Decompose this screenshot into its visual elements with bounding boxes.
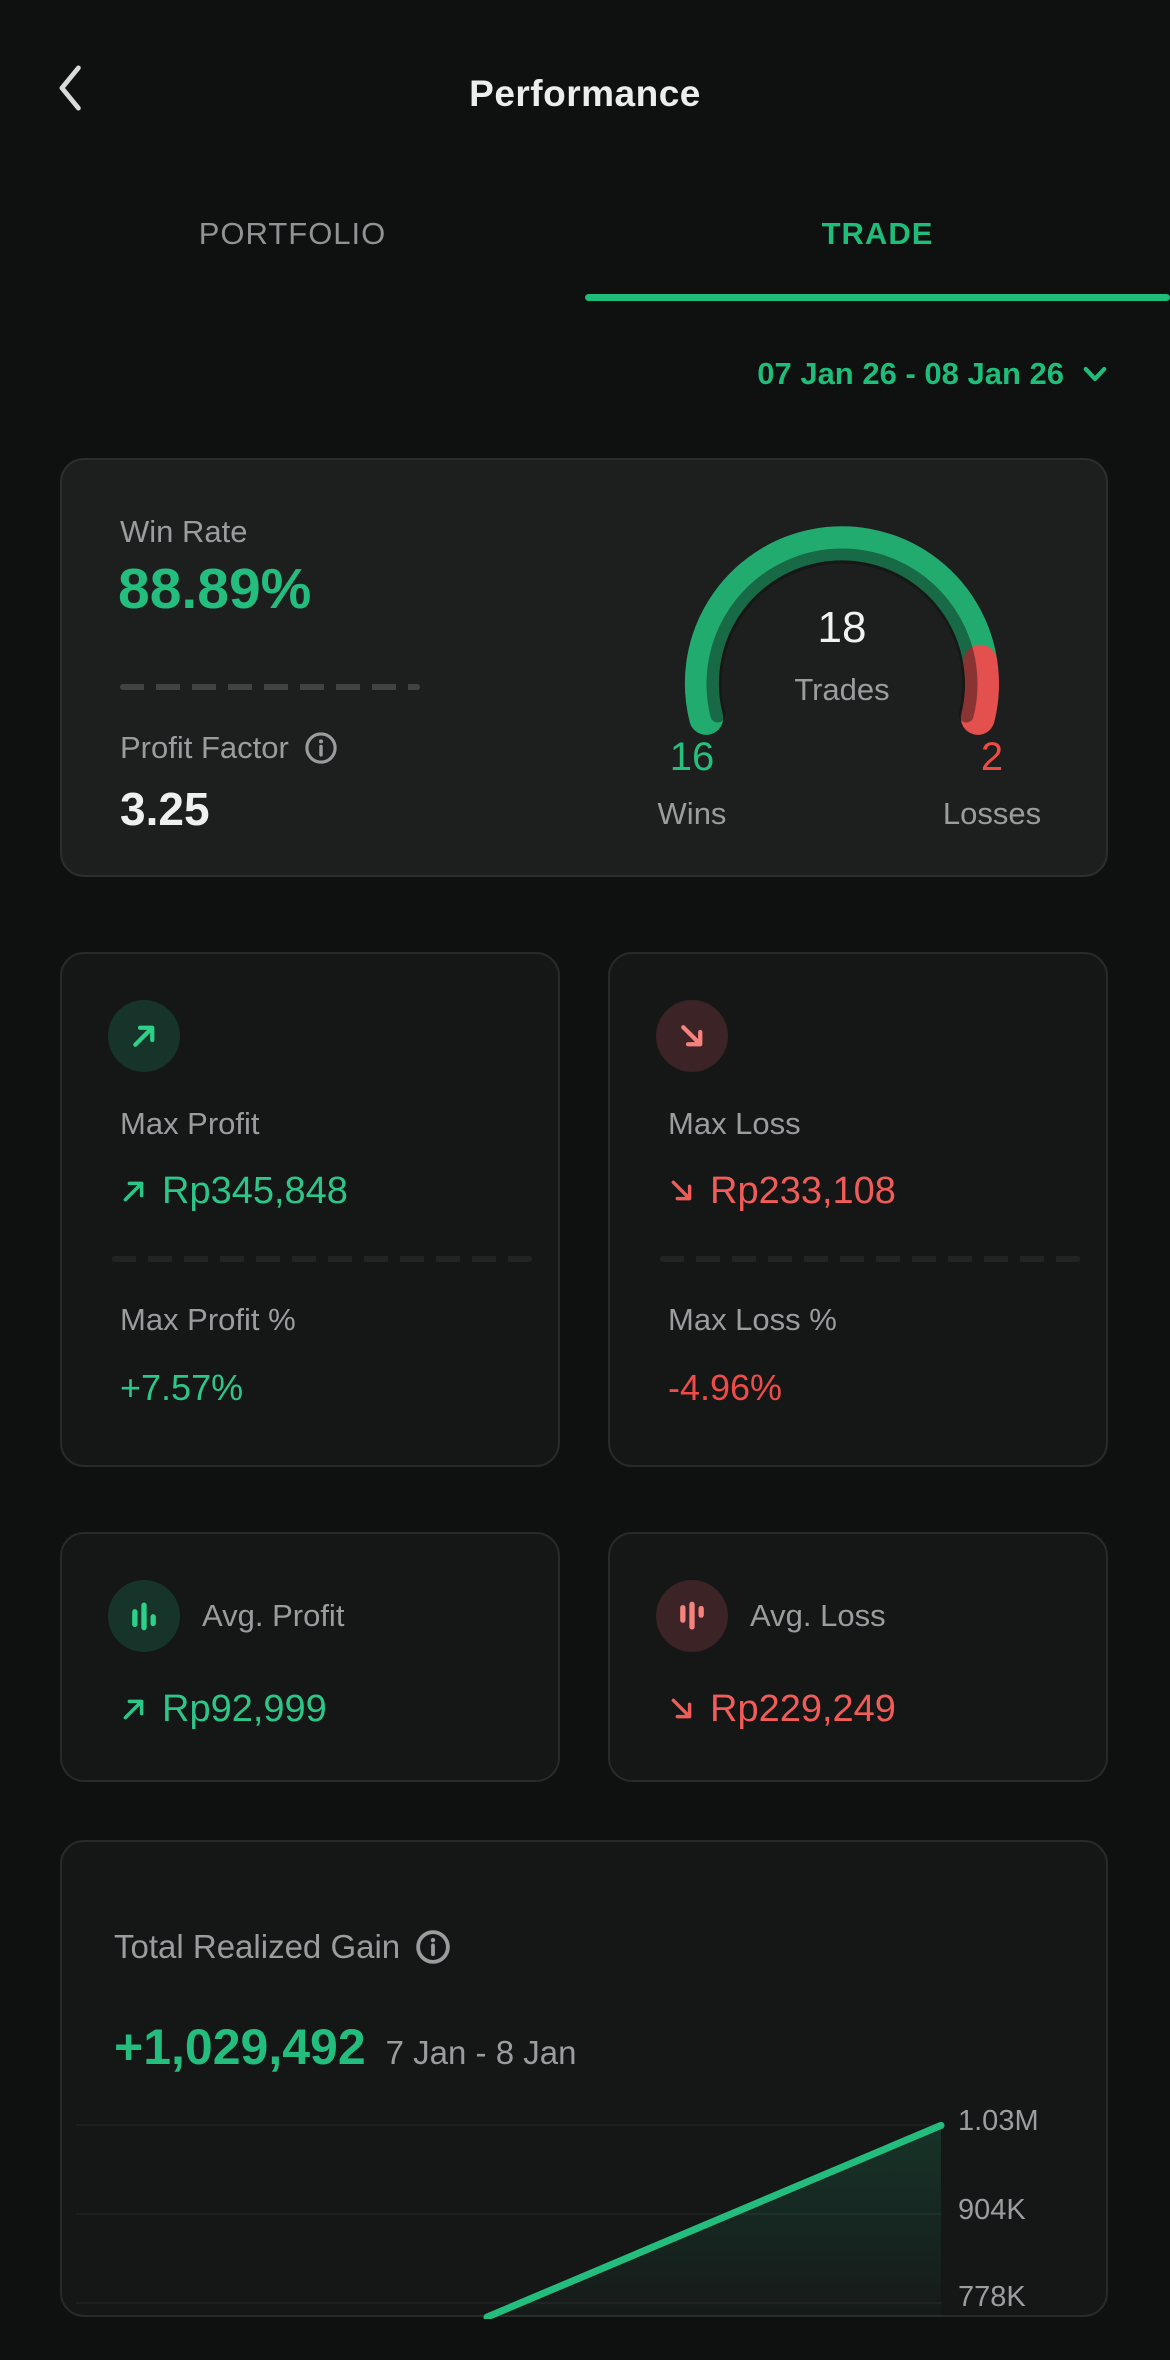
profit-factor-label: Profit Factor	[120, 730, 289, 765]
max-loss-percent-label: Max Loss %	[668, 1302, 837, 1337]
tab-trade[interactable]: TRADE	[821, 216, 934, 251]
wins-label: Wins	[657, 796, 727, 831]
win-rate-value: 88.89%	[118, 557, 312, 621]
win-loss-gauge	[684, 526, 999, 735]
tab-bar: PORTFOLIO TRADE	[0, 200, 1170, 268]
active-tab-indicator	[585, 294, 1170, 301]
dashed-divider	[660, 1256, 1080, 1262]
trend-down-circle-icon	[656, 1000, 728, 1072]
dashed-divider	[112, 1256, 532, 1262]
avg-loss-value: Rp229,249	[710, 1688, 896, 1730]
info-icon[interactable]	[414, 1928, 452, 1966]
avg-profit-value: Rp92,999	[162, 1688, 327, 1730]
avg-loss-title: Avg. Loss	[750, 1598, 886, 1633]
max-profit-percent-label: Max Profit %	[120, 1302, 296, 1337]
date-range-selector[interactable]: 07 Jan 26 - 08 Jan 26	[757, 350, 1112, 398]
max-profit-card: Max Profit Rp345,848 Max Profit % +7.57%	[60, 952, 560, 1467]
date-range-label: 07 Jan 26 - 08 Jan 26	[757, 356, 1064, 391]
y-axis-tick: 778K	[958, 2281, 1026, 2313]
max-loss-value: Rp233,108	[710, 1170, 896, 1212]
trades-total-value: 18	[817, 603, 867, 652]
total-realized-gain-card: Total Realized Gain +1,029,492 7 Jan - 8…	[60, 1840, 1108, 2319]
total-gain-title: Total Realized Gain	[114, 1928, 401, 1965]
wins-value: 16	[669, 735, 715, 779]
y-axis-tick: 904K	[958, 2194, 1026, 2226]
profit-factor-value: 3.25	[120, 783, 210, 835]
trend-down-icon	[671, 1180, 692, 1201]
avg-profit-card: Avg. Profit Rp92,999	[60, 1532, 560, 1782]
total-gain-value: +1,029,492	[114, 2019, 366, 2075]
avg-loss-card: Avg. Loss Rp229,249	[608, 1532, 1108, 1782]
info-icon[interactable]	[303, 730, 339, 766]
bar-chart-up-icon	[108, 1580, 180, 1652]
avg-profit-title: Avg. Profit	[202, 1598, 345, 1633]
max-profit-percent-value: +7.57%	[120, 1367, 244, 1408]
back-button[interactable]	[40, 56, 104, 120]
chevron-down-icon	[1083, 366, 1107, 382]
losses-value: 2	[980, 735, 1004, 779]
trend-up-icon	[123, 1699, 144, 1720]
bar-chart-down-icon	[656, 1580, 728, 1652]
max-loss-card: Max Loss Rp233,108 Max Loss % -4.96%	[608, 952, 1108, 1467]
max-profit-value: Rp345,848	[162, 1170, 348, 1212]
realized-gain-area-chart	[76, 2121, 945, 2319]
tab-portfolio[interactable]: PORTFOLIO	[198, 216, 387, 251]
trend-up-icon	[123, 1181, 144, 1202]
losses-label: Losses	[942, 796, 1042, 831]
y-axis-tick: 1.03M	[958, 2105, 1039, 2137]
dashed-divider	[120, 684, 420, 690]
win-rate-label: Win Rate	[120, 514, 248, 549]
trend-down-icon	[671, 1698, 692, 1719]
trades-total-label: Trades	[794, 672, 890, 707]
chevron-left-icon	[59, 65, 81, 111]
max-loss-title: Max Loss	[668, 1106, 801, 1141]
page-title: Performance	[469, 73, 701, 114]
trend-up-circle-icon	[108, 1000, 180, 1072]
win-rate-card: Win Rate 88.89% Profit Factor 3.25 18 Tr…	[60, 458, 1108, 877]
total-gain-period: 7 Jan - 8 Jan	[385, 2034, 577, 2071]
max-profit-title: Max Profit	[120, 1106, 260, 1141]
max-loss-percent-value: -4.96%	[668, 1367, 783, 1408]
